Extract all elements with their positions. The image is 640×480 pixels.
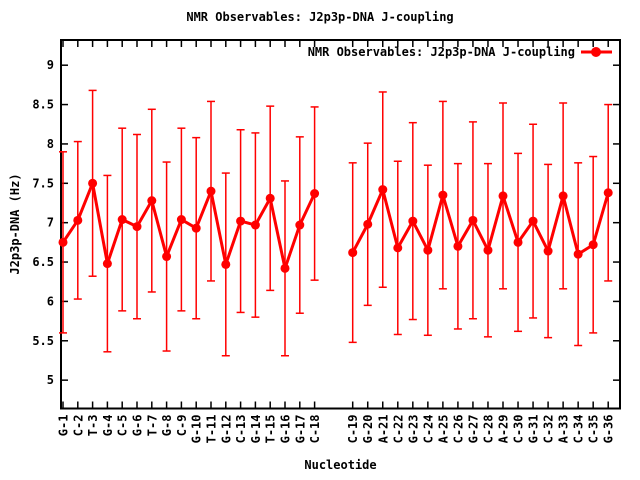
x-tick-label: G-36 (602, 415, 616, 444)
x-tick-label: C-9 (175, 415, 189, 437)
data-point (348, 248, 358, 258)
data-point (236, 216, 246, 226)
x-tick-label: A-29 (497, 415, 511, 444)
x-tick-label: C-13 (234, 415, 248, 444)
x-tick-label: G-8 (160, 415, 174, 437)
data-point (393, 243, 403, 253)
x-tick-label: T-7 (145, 415, 159, 437)
x-tick-label: C-18 (308, 415, 322, 444)
data-point (310, 189, 320, 199)
x-tick-label: A-21 (376, 415, 390, 444)
y-tick-label: 6 (47, 294, 54, 308)
x-axis-title: Nucleotide (304, 458, 377, 472)
y-tick-label: 9 (47, 58, 54, 72)
chart-title: NMR Observables: J2p3p-DNA J-coupling (186, 10, 454, 24)
y-tick-label: 5 (47, 373, 54, 387)
plot-border (60, 39, 621, 410)
data-point (468, 215, 478, 225)
axis-ticks (61, 40, 620, 409)
y-tick-label: 6.5 (32, 255, 54, 269)
legend-sample (581, 47, 612, 57)
x-tick-label: C-24 (421, 415, 435, 444)
data-point (73, 215, 83, 225)
data-point (250, 220, 260, 230)
data-point (363, 219, 373, 229)
data-point (558, 191, 568, 201)
x-tick-label: G-14 (249, 415, 263, 444)
x-tick-label: G-20 (361, 415, 375, 444)
x-tick-label: A-25 (436, 415, 450, 444)
x-tick-labels: G-1 C-2 T-3 G-4 C-5 G-6 T-7 G-8 C-9 G-10 T-11 G-12 C… (57, 415, 616, 444)
x-tick-label: G-4 (101, 415, 115, 437)
legend-label: NMR Observables: J2p3p-DNA J-coupling (307, 45, 575, 59)
x-tick-label: C-5 (116, 415, 130, 437)
data-point (280, 263, 290, 273)
x-tick-label: C-30 (512, 415, 526, 444)
series-line (61, 181, 610, 270)
data-point (423, 245, 433, 255)
data-point (221, 259, 231, 269)
x-tick-label: G-17 (293, 415, 307, 444)
data-point (102, 259, 112, 269)
x-tick-label: C-28 (481, 415, 495, 444)
x-tick-label: C-35 (587, 415, 601, 444)
x-tick-label: A-33 (557, 415, 571, 444)
x-tick-label: G-31 (527, 415, 541, 444)
data-point (378, 185, 388, 195)
data-point (117, 215, 127, 225)
x-tick-label: G-23 (406, 415, 420, 444)
data-point (588, 240, 598, 250)
data-point (573, 249, 583, 259)
x-tick-label: C-34 (572, 415, 586, 444)
x-tick-label: T-11 (205, 415, 219, 444)
x-tick-label: G-12 (219, 415, 233, 444)
data-point (191, 223, 201, 233)
x-tick-label: C-19 (346, 415, 360, 444)
x-tick-label: G-27 (466, 415, 480, 444)
data-point (498, 191, 508, 201)
y-tick-label: 8 (47, 137, 54, 151)
y-axis-title: J2p3p-DNA (Hz) (8, 173, 22, 275)
data-point (132, 222, 142, 232)
data-point (176, 215, 186, 225)
data-point (438, 190, 448, 200)
data-point (58, 237, 68, 247)
y-tick-label: 7 (47, 216, 54, 230)
y-tick-label: 8.5 (32, 98, 54, 112)
series-markers (58, 178, 613, 273)
x-tick-label: C-22 (391, 415, 405, 444)
x-tick-label: G-16 (279, 415, 293, 444)
data-point (513, 237, 523, 247)
data-point (295, 220, 305, 230)
data-point (265, 193, 275, 203)
data-point (453, 241, 463, 251)
data-point (528, 216, 538, 226)
data-point (88, 178, 98, 188)
x-tick-label: T-3 (86, 415, 100, 437)
x-tick-label: G-1 (57, 415, 71, 437)
x-tick-label: C-26 (451, 415, 465, 444)
data-point (147, 196, 157, 206)
y-tick-label: 7.5 (32, 176, 54, 190)
y-tick-labels: 5 5.5 6 6.5 7 7.5 8 8.5 9 (32, 58, 54, 387)
x-tick-label: T-15 (264, 415, 278, 444)
data-point (162, 252, 172, 262)
x-tick-label: G-6 (131, 415, 145, 437)
x-tick-label: G-10 (190, 415, 204, 444)
data-point (603, 188, 613, 198)
y-tick-label: 5.5 (32, 334, 54, 348)
data-point (483, 245, 493, 255)
x-tick-label: C-2 (71, 415, 85, 437)
data-point (543, 246, 553, 256)
data-point (408, 216, 418, 226)
x-tick-label: C-32 (542, 415, 556, 444)
data-point (206, 186, 216, 196)
